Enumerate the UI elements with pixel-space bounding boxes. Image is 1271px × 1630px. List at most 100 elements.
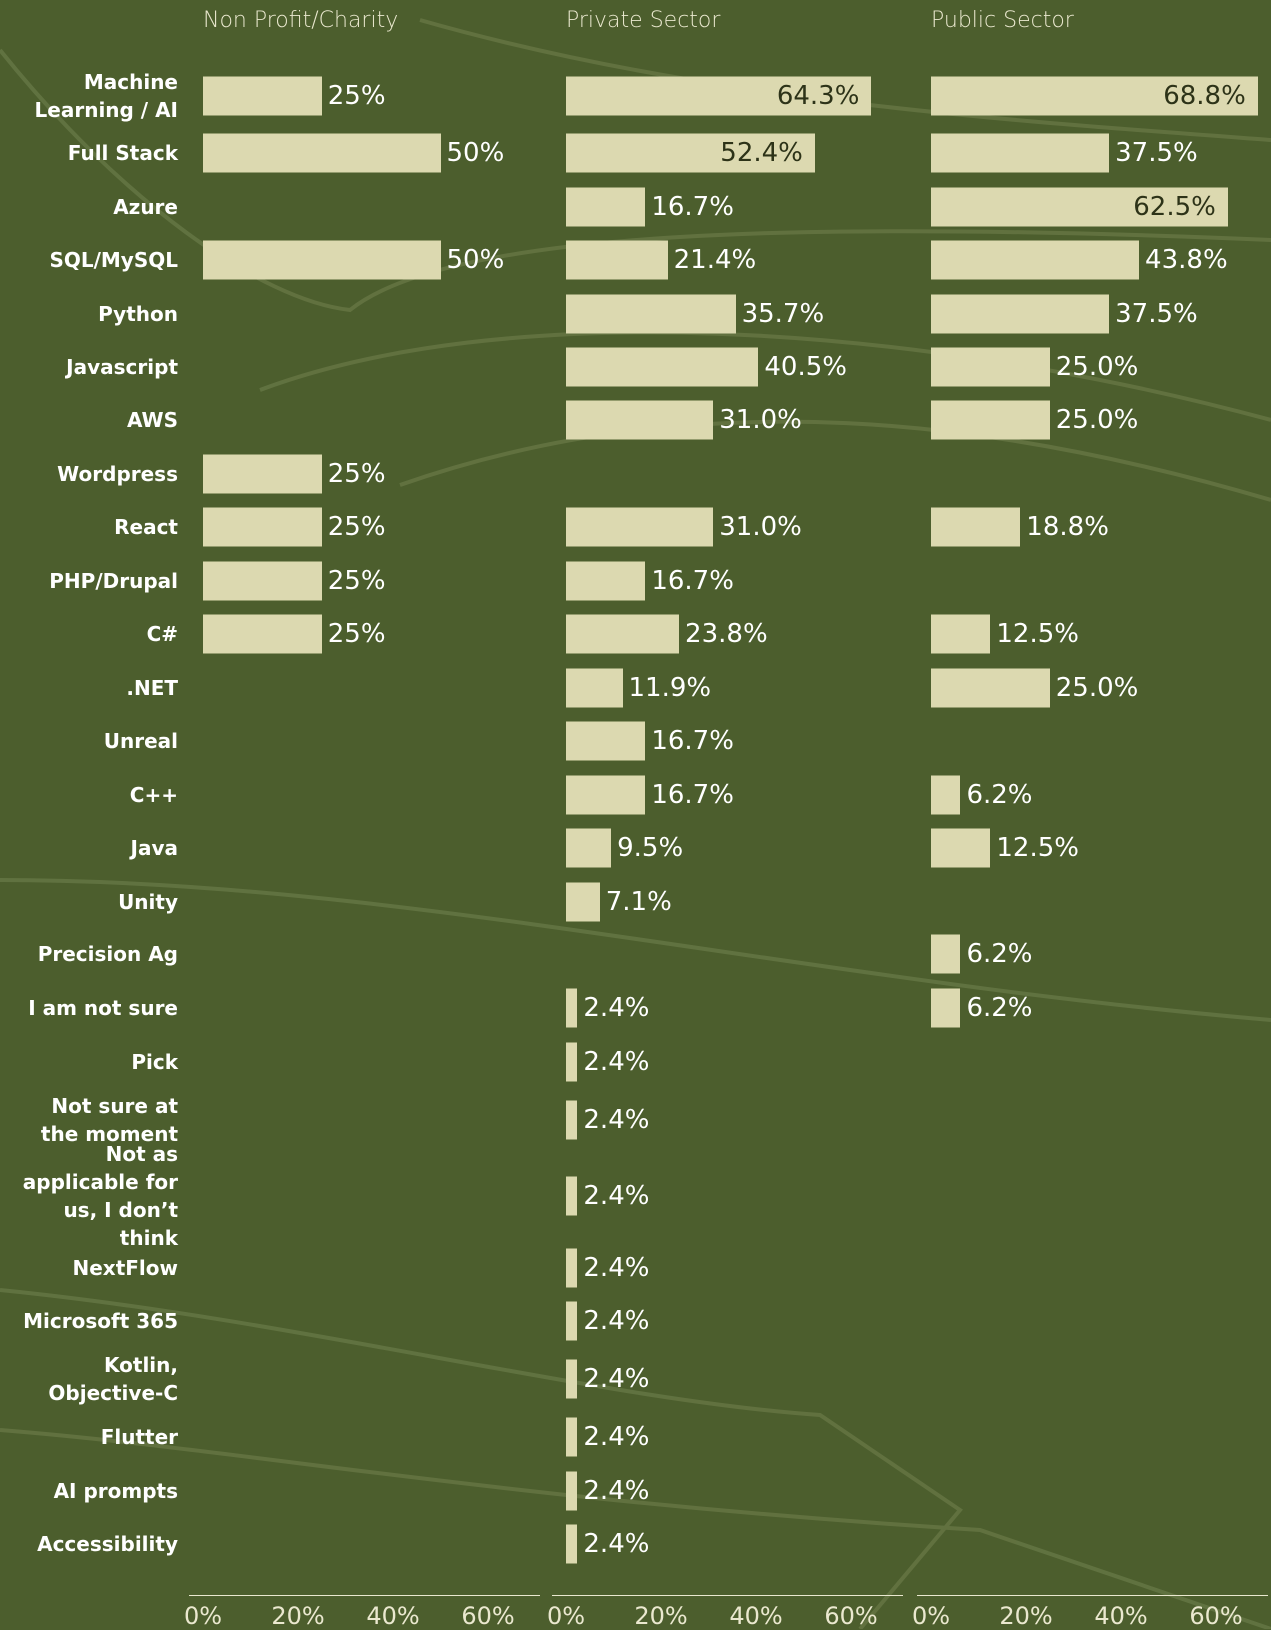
value-label: 9.5% <box>617 832 684 863</box>
x-tick-label: 40% <box>729 1602 783 1630</box>
panel-title: Private Sector <box>566 8 721 33</box>
panel-title: Public Sector <box>931 8 1074 33</box>
value-label: 2.4% <box>583 1180 650 1211</box>
axis-line <box>189 1595 541 1596</box>
x-tick-label: 40% <box>1094 1602 1148 1630</box>
x-tick-label: 40% <box>366 1602 420 1630</box>
category-label: React <box>114 514 178 539</box>
bar <box>566 1248 578 1288</box>
bar <box>931 988 961 1028</box>
bar <box>203 454 322 494</box>
value-label: 6.2% <box>966 938 1033 969</box>
value-label: 37.5% <box>1115 137 1198 168</box>
category-label: Pick <box>131 1049 178 1074</box>
bar <box>566 76 872 116</box>
bar <box>566 1524 578 1564</box>
bar <box>566 882 600 922</box>
value-label: 25% <box>327 618 386 649</box>
value-label: 50% <box>446 137 505 168</box>
value-label: 12.5% <box>996 618 1079 649</box>
bar <box>203 133 441 173</box>
category-label: Precision Ag <box>37 941 178 966</box>
category-label: C++ <box>129 782 178 807</box>
bar <box>566 668 623 708</box>
bar <box>566 1301 578 1341</box>
category-label: AWS <box>126 407 178 432</box>
value-label: 18.8% <box>1026 511 1109 542</box>
category-label: Azure <box>113 194 178 219</box>
bar <box>566 1471 578 1511</box>
panel-title: Non Profit/Charity <box>203 8 399 33</box>
value-label: 16.7% <box>651 565 734 596</box>
category-label: C# <box>146 621 178 646</box>
bar <box>566 1100 578 1140</box>
category-label: NextFlow <box>72 1255 179 1280</box>
bar <box>931 668 1050 708</box>
value-label: 31.0% <box>719 404 802 435</box>
x-tick-label: 60% <box>1189 1602 1243 1630</box>
bar <box>931 187 1228 227</box>
axis-line <box>552 1595 904 1596</box>
category-label: PHP/Drupal <box>49 568 178 593</box>
value-label: 25% <box>327 511 386 542</box>
axis-line <box>917 1595 1269 1596</box>
value-label: 6.2% <box>966 992 1033 1023</box>
value-label: 50% <box>446 244 505 275</box>
category-label: AI prompts <box>53 1478 178 1503</box>
category-label: I am not sure <box>28 995 178 1020</box>
value-label: 16.7% <box>651 779 734 810</box>
value-label: 16.7% <box>651 725 734 756</box>
bar <box>566 561 646 601</box>
bar <box>566 187 646 227</box>
value-label: 37.5% <box>1115 298 1198 329</box>
x-tick-label: 0% <box>911 1602 951 1630</box>
bar <box>931 507 1021 547</box>
value-label: 2.4% <box>583 1421 650 1452</box>
bar <box>931 775 961 815</box>
category-label: Not as applicable for us, I don’t think <box>22 1141 178 1250</box>
bar <box>203 614 322 654</box>
category-label: Unreal <box>103 728 178 753</box>
bar <box>566 775 646 815</box>
bar <box>566 133 815 173</box>
value-label: 7.1% <box>605 886 672 917</box>
bar <box>566 1359 578 1399</box>
value-label: 23.8% <box>685 618 768 649</box>
bar <box>566 1176 578 1216</box>
bar <box>566 828 612 868</box>
bar <box>931 614 991 654</box>
bar <box>931 76 1258 116</box>
value-label: 2.4% <box>583 1475 650 1506</box>
x-tick-label: 20% <box>271 1602 325 1630</box>
x-tick-label: 60% <box>824 1602 878 1630</box>
value-label: 2.4% <box>583 1252 650 1283</box>
category-label: Full Stack <box>67 140 178 165</box>
value-label: 52.4% <box>720 137 803 168</box>
value-label: 11.9% <box>628 672 712 703</box>
value-label: 68.8% <box>1163 80 1246 111</box>
value-label: 12.5% <box>996 832 1079 863</box>
value-label: 2.4% <box>583 1046 650 1077</box>
bar <box>931 828 991 868</box>
value-label: 6.2% <box>966 779 1033 810</box>
bar <box>566 614 680 654</box>
value-label: 25.0% <box>1055 351 1139 382</box>
bar <box>566 988 578 1028</box>
category-label: Kotlin, Objective-C <box>48 1352 178 1405</box>
value-label: 2.4% <box>583 1363 650 1394</box>
category-label: SQL/MySQL <box>49 247 178 272</box>
category-label: Javascript <box>66 354 178 379</box>
bar <box>566 507 714 547</box>
value-label: 25% <box>327 458 386 489</box>
category-label: Wordpress <box>57 461 178 486</box>
bar <box>566 240 668 280</box>
value-label: 25.0% <box>1055 672 1139 703</box>
category-label: Flutter <box>100 1424 178 1449</box>
category-label: Java <box>130 835 178 860</box>
category-label: .NET <box>126 675 178 700</box>
value-label: 25% <box>327 80 386 111</box>
value-label: 31.0% <box>719 511 802 542</box>
bar <box>203 507 322 547</box>
bar <box>566 294 736 334</box>
